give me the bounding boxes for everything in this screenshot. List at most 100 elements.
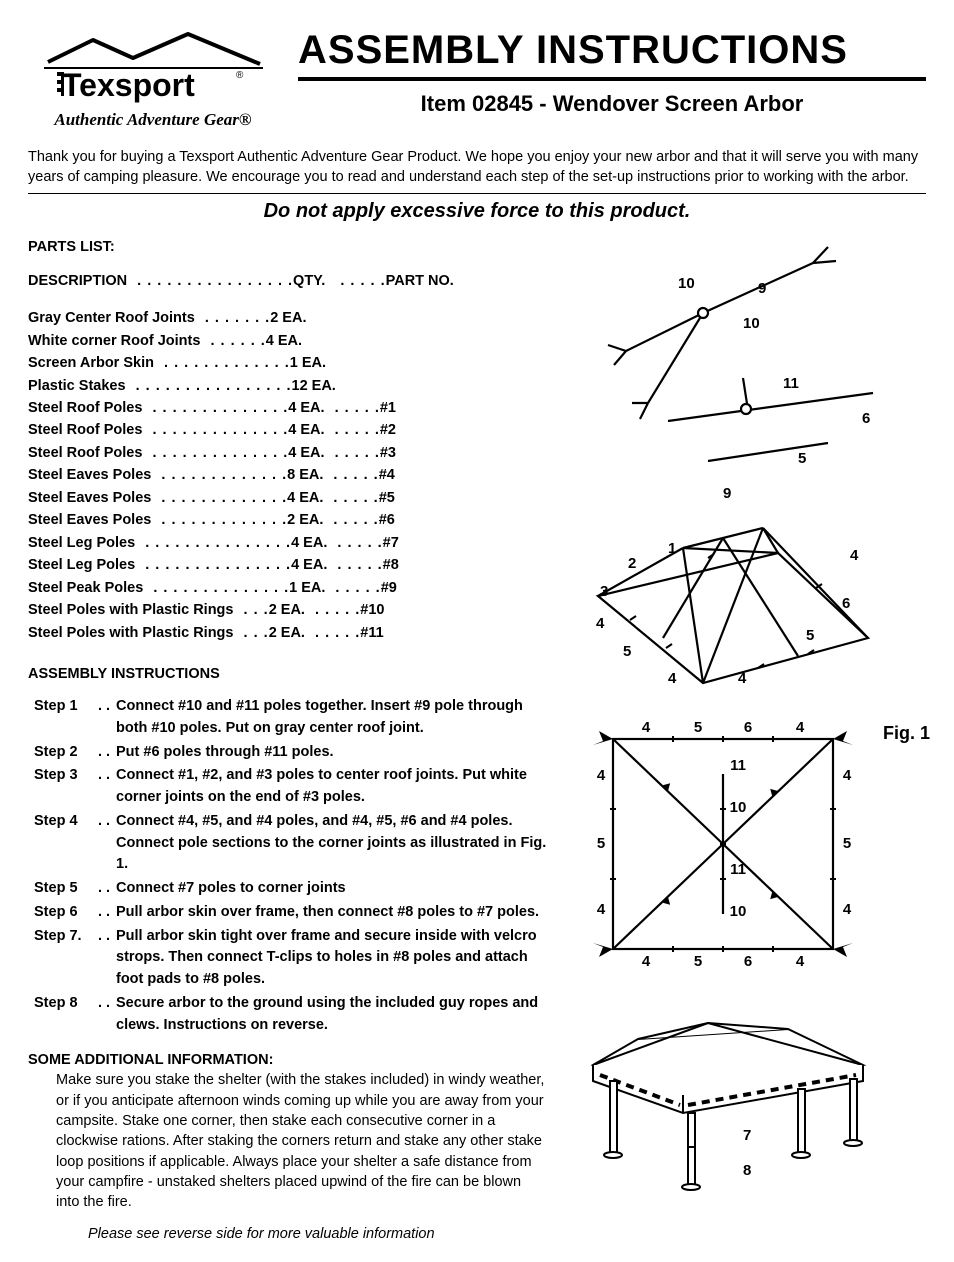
step-text: Connect #4, #5, and #4 poles, and #4, #5…	[116, 811, 548, 876]
part-number: #11	[360, 622, 383, 644]
texsport-logo-icon: Texsport ®	[38, 28, 268, 106]
diagram-label: 6	[862, 410, 870, 427]
diagram-label: 4	[738, 670, 747, 687]
diagram-label: 6	[744, 953, 752, 970]
diagram-top-view: 4564456445445411101110	[568, 714, 878, 974]
part-number: #10	[360, 599, 384, 621]
dots: . . . . .	[323, 487, 378, 509]
diagram-peak-detail: 109101165	[568, 233, 898, 483]
part-desc: Steel Eaves Poles	[28, 487, 151, 509]
diagram-label: 9	[758, 280, 766, 297]
dots: . . . . . . . . . . . . . .	[142, 419, 288, 441]
parts-row: Steel Peak Poles . . . . . . . . . . . .…	[28, 577, 548, 599]
part-desc: Steel Roof Poles	[28, 397, 142, 419]
dots: . . . . .	[325, 397, 380, 419]
step-label: Step 6	[28, 902, 98, 924]
step-text: Pull arbor skin over frame, then connect…	[116, 902, 548, 924]
diagram-label: 4	[843, 767, 852, 784]
dots: . . . . . . . . . . . . .	[151, 464, 287, 486]
step-dots: . .	[98, 765, 116, 809]
step-dots: . .	[98, 902, 116, 924]
part-qty: 2 EA.	[269, 599, 305, 621]
part-desc: Gray Center Roof Joints	[28, 307, 195, 329]
main-title: ASSEMBLY INSTRUCTIONS	[298, 28, 926, 73]
part-number: #5	[379, 487, 395, 509]
content-columns: PARTS LIST: DESCRIPTION . . . . . . . . …	[28, 233, 926, 1242]
part-qty: 12 EA.	[292, 375, 336, 397]
step-dots: . .	[98, 993, 116, 1037]
step-text: Connect #10 and #11 poles together. Inse…	[116, 696, 548, 740]
dots: . . . . .	[327, 554, 382, 576]
footer-note: Please see reverse side for more valuabl…	[88, 1226, 548, 1242]
diagram-label: 1	[668, 540, 676, 557]
part-number: #3	[380, 442, 396, 464]
step-row: Step 5. .Connect #7 poles to corner join…	[28, 878, 548, 900]
dots: . . . . . . . . . . . . .	[151, 509, 287, 531]
dots: . . . . . . . . . . . . . . .	[135, 532, 291, 554]
parts-row: Steel Eaves Poles . . . . . . . . . . . …	[28, 509, 548, 531]
step-dots: . .	[98, 742, 116, 764]
diagram-label: 11	[730, 861, 746, 878]
part-desc: Steel Roof Poles	[28, 442, 142, 464]
diagram-label: 5	[843, 835, 851, 852]
diagram-label: 10	[730, 799, 747, 816]
diagram-label: 6	[744, 719, 752, 736]
step-row: Step 7.. .Pull arbor skin tight over fra…	[28, 926, 548, 991]
parts-header-desc: DESCRIPTION	[28, 273, 127, 289]
dots: . . . . . . . . . . . . .	[151, 487, 287, 509]
part-qty: 1 EA.	[289, 577, 325, 599]
diagram-label: 7	[743, 1127, 751, 1144]
diagram-label: 10	[678, 275, 695, 292]
dots: . . . . . . . . . . . . . . . .	[127, 273, 293, 289]
diagram-label: 5	[694, 719, 702, 736]
part-number: #9	[381, 577, 397, 599]
step-row: Step 8. .Secure arbor to the ground usin…	[28, 993, 548, 1037]
diagram-assembled-arbor: 78	[568, 985, 878, 1195]
parts-row: Steel Leg Poles . . . . . . . . . . . . …	[28, 554, 548, 576]
diagram-label: 11	[730, 757, 746, 774]
step-text: Put #6 poles through #11 poles.	[116, 742, 548, 764]
part-number: #6	[379, 509, 395, 531]
warning-text: Do not apply excessive force to this pro…	[28, 200, 926, 223]
diagram-label: 4	[642, 953, 651, 970]
diagram-label: 6	[842, 595, 850, 612]
part-qty: 2 EA.	[287, 509, 323, 531]
diagram-label: 4	[597, 901, 606, 918]
step-row: Step 2. .Put #6 poles through #11 poles.	[28, 742, 548, 764]
diagram-label: 4	[850, 547, 859, 564]
diagram-label: 4	[668, 670, 677, 687]
diagram-label: 8	[743, 1162, 751, 1179]
step-row: Step 4. .Connect #4, #5, and #4 poles, a…	[28, 811, 548, 876]
step-dots: . .	[98, 926, 116, 991]
part-number: #1	[380, 397, 396, 419]
diagram-label: 4	[642, 719, 651, 736]
step-dots: . .	[98, 811, 116, 876]
dots: . . . . . . . . . . . . .	[154, 352, 290, 374]
dots: . . .	[233, 622, 268, 644]
left-column: PARTS LIST: DESCRIPTION . . . . . . . . …	[28, 233, 548, 1242]
svg-text:®: ®	[236, 70, 244, 81]
dots: . . . . . . . . . . . . . .	[142, 397, 288, 419]
steps-list: Step 1. .Connect #10 and #11 poles toget…	[28, 696, 548, 1036]
part-desc: Steel Poles with Plastic Rings	[28, 599, 233, 621]
step-row: Step 3. .Connect #1, #2, and #3 poles to…	[28, 765, 548, 809]
part-desc: Steel Roof Poles	[28, 419, 142, 441]
part-number: #8	[383, 554, 399, 576]
step-label: Step 4	[28, 811, 98, 876]
step-label: Step 5	[28, 878, 98, 900]
step-label: Step 1	[28, 696, 98, 740]
part-qty: 4 EA.	[291, 554, 327, 576]
item-title: Item 02845 - Wendover Screen Arbor	[298, 91, 926, 117]
svg-text:Texsport: Texsport	[62, 67, 195, 103]
step-label: Step 8	[28, 993, 98, 1037]
part-desc: Steel Leg Poles	[28, 532, 135, 554]
diagram-label: 4	[597, 767, 606, 784]
parts-list: Gray Center Roof Joints . . . . . . .2 E…	[28, 307, 548, 644]
parts-row: Steel Leg Poles . . . . . . . . . . . . …	[28, 532, 548, 554]
additional-info-body: Make sure you stake the shelter (with th…	[56, 1070, 546, 1212]
step-label: Step 3	[28, 765, 98, 809]
intro-paragraph: Thank you for buying a Texsport Authenti…	[28, 148, 926, 187]
part-desc: Steel Leg Poles	[28, 554, 135, 576]
dots: . . . . . . . . . . . . . .	[142, 442, 288, 464]
part-number: #4	[379, 464, 395, 486]
